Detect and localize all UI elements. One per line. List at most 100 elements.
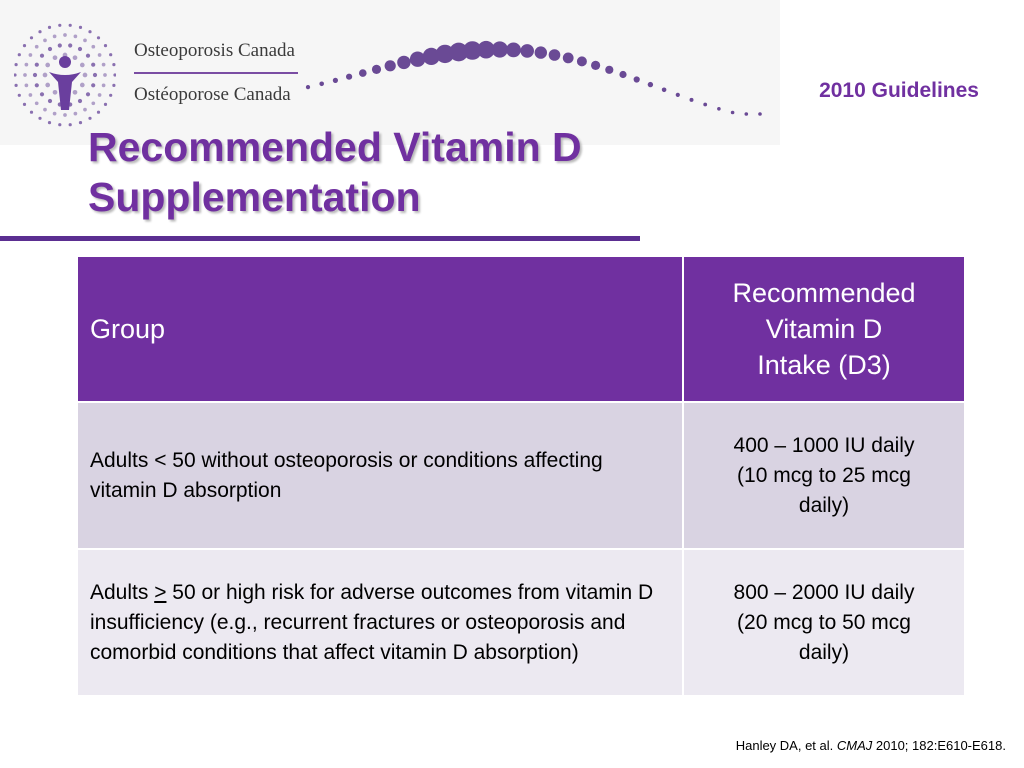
logo-dot — [113, 73, 116, 77]
logo-dot — [91, 101, 96, 106]
group-rest: 50 or high risk for adverse outcomes fro… — [90, 580, 654, 664]
brand-divider — [134, 72, 298, 74]
logo-dot — [47, 121, 52, 125]
header-intake-line-2: Vitamin D — [765, 314, 883, 344]
logo-dot — [103, 73, 107, 77]
logo-dot — [34, 83, 39, 88]
intake-line-2: (10 mcg to 25 mcg — [737, 463, 911, 487]
logo-dot — [109, 53, 113, 57]
logo-dot — [63, 113, 67, 117]
logo-dot — [17, 53, 21, 57]
greater-or-equal-symbol: > — [154, 580, 167, 604]
wave-dot — [477, 40, 495, 59]
wave-dot — [491, 41, 508, 58]
logo-dot — [58, 23, 62, 27]
logo-dot — [34, 44, 39, 49]
wave-dot — [703, 102, 708, 107]
logo-dot — [47, 98, 53, 104]
logo-dot — [68, 123, 72, 127]
osteoporosis-canada-logo-icon — [14, 23, 116, 127]
wave-dot — [591, 60, 601, 70]
table-row: Adults > 50 or high risk for adverse out… — [78, 550, 964, 695]
wave-dot — [384, 60, 396, 72]
logo-dot — [43, 38, 47, 43]
intake-cell: 400 – 1000 IU daily (10 mcg to 25 mcg da… — [684, 403, 964, 548]
citation-authors: Hanley DA, et al. — [735, 738, 837, 753]
logo-dot — [22, 102, 27, 106]
wave-dot — [359, 69, 367, 77]
header-intake-line-1: Recommended — [732, 278, 916, 308]
intake-line-1: 400 – 1000 IU daily — [733, 433, 915, 457]
brand-name-english: Osteoporosis Canada — [134, 40, 295, 61]
logo-dot — [42, 72, 48, 78]
logo-dot — [101, 62, 106, 67]
logo-dot — [68, 43, 73, 48]
logo-dot — [34, 101, 39, 106]
logo-dot — [112, 63, 116, 67]
logo-dot — [72, 89, 78, 95]
vitamin-d-table: Group Recommended Vitamin D Intake (D3) … — [76, 255, 966, 697]
logo-figure-body — [49, 72, 81, 110]
wave-dot — [520, 44, 534, 58]
logo-dot — [45, 82, 51, 88]
logo-dot — [47, 46, 53, 52]
wave-dot — [619, 70, 627, 79]
logo-dot — [29, 36, 34, 40]
group-cell: Adults < 50 without osteoporosis or cond… — [78, 403, 682, 548]
logo-dot — [57, 43, 62, 48]
wave-dot — [647, 81, 654, 88]
logo-dot — [91, 83, 96, 88]
logo-dot — [32, 72, 38, 78]
slide-title-line-1: Recommended Vitamin D — [88, 124, 582, 170]
logo-dot — [28, 93, 33, 97]
wave-dot — [689, 97, 694, 102]
logo-dot — [92, 72, 98, 78]
logo-dot — [24, 62, 29, 67]
group-cell: Adults > 50 or high risk for adverse out… — [78, 550, 682, 695]
slide-title: Recommended Vitamin D Supplementation — [88, 122, 582, 222]
wave-dot — [633, 76, 640, 83]
logo-dot — [23, 73, 27, 77]
wave-dot — [730, 110, 735, 115]
logo-dot — [91, 62, 96, 67]
logo-dot — [39, 53, 45, 58]
logo-dot — [112, 83, 116, 87]
logo-dot — [29, 110, 34, 114]
logo-dot — [47, 25, 52, 29]
logo-dot — [38, 116, 42, 120]
logo-dot — [24, 83, 29, 88]
logo-dot — [52, 34, 57, 39]
wave-dot — [576, 56, 587, 67]
logo-figure-head — [59, 56, 71, 68]
logo-dot — [39, 92, 45, 97]
logo-dot — [73, 34, 78, 39]
logo-dot — [97, 53, 102, 57]
logo-dot — [78, 121, 83, 125]
wave-dot — [422, 47, 440, 65]
wave-dot — [605, 65, 614, 74]
logo-dot — [103, 102, 108, 106]
logo-dot — [72, 55, 78, 61]
wave-dot — [346, 73, 353, 80]
wave-dot — [562, 52, 574, 64]
logo-dot — [45, 62, 51, 68]
decorative-dot-wave — [305, 40, 762, 116]
logo-dot — [77, 46, 83, 52]
logo-dot — [82, 72, 88, 78]
logo-dot — [34, 62, 39, 67]
logo-dot — [14, 73, 17, 77]
wave-dot — [506, 42, 521, 58]
wave-dot — [409, 51, 426, 67]
logo-dot — [22, 44, 27, 48]
column-header-intake: Recommended Vitamin D Intake (D3) — [684, 257, 964, 401]
logo-dot — [14, 83, 18, 87]
wave-dot — [435, 44, 455, 64]
wave-dot — [661, 87, 667, 93]
citation-journal: CMAJ — [836, 738, 873, 753]
logo-dot — [77, 98, 83, 104]
wave-dot — [397, 55, 411, 70]
logo-dot — [83, 38, 87, 43]
wave-dot — [548, 49, 561, 61]
guidelines-label: 2010 Guidelines — [819, 79, 979, 102]
brand-name-french: Ostéoporose Canada — [134, 84, 291, 105]
